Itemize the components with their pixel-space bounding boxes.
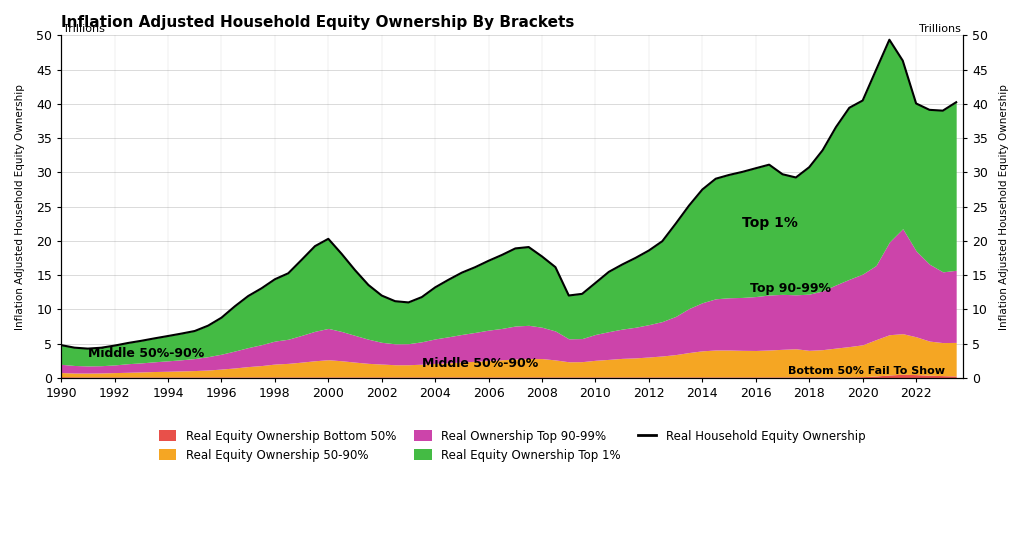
Text: Top 90-99%: Top 90-99% xyxy=(751,283,831,295)
Text: Middle 50%-90%: Middle 50%-90% xyxy=(422,357,538,370)
Text: Trillions: Trillions xyxy=(62,24,104,34)
Text: Top 1%: Top 1% xyxy=(742,216,799,230)
Text: Middle 50%-90%: Middle 50%-90% xyxy=(88,347,204,360)
Text: Inflation Adjusted Household Equity Ownership By Brackets: Inflation Adjusted Household Equity Owne… xyxy=(61,15,574,30)
Y-axis label: Inflation Adjusted Household Equity Ownership: Inflation Adjusted Household Equity Owne… xyxy=(999,84,1009,330)
Text: Bottom 50% Fail To Show: Bottom 50% Fail To Show xyxy=(787,366,945,376)
Y-axis label: Inflation Adjusted Household Equity Ownership: Inflation Adjusted Household Equity Owne… xyxy=(15,84,25,330)
Text: Trillions: Trillions xyxy=(920,24,962,34)
Legend: Real Equity Ownership Bottom 50%, Real Equity Ownership 50-90%, Real Ownership T: Real Equity Ownership Bottom 50%, Real E… xyxy=(154,425,870,466)
